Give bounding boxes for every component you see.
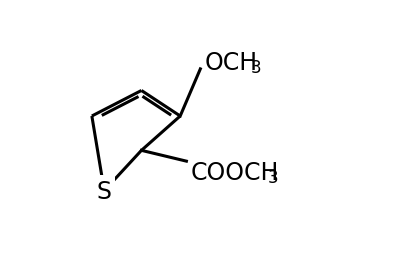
Text: 3: 3 [268, 169, 278, 187]
Text: OCH: OCH [205, 51, 258, 75]
Text: 3: 3 [251, 59, 262, 77]
Text: COOCH: COOCH [191, 160, 280, 184]
Text: S: S [97, 179, 112, 203]
